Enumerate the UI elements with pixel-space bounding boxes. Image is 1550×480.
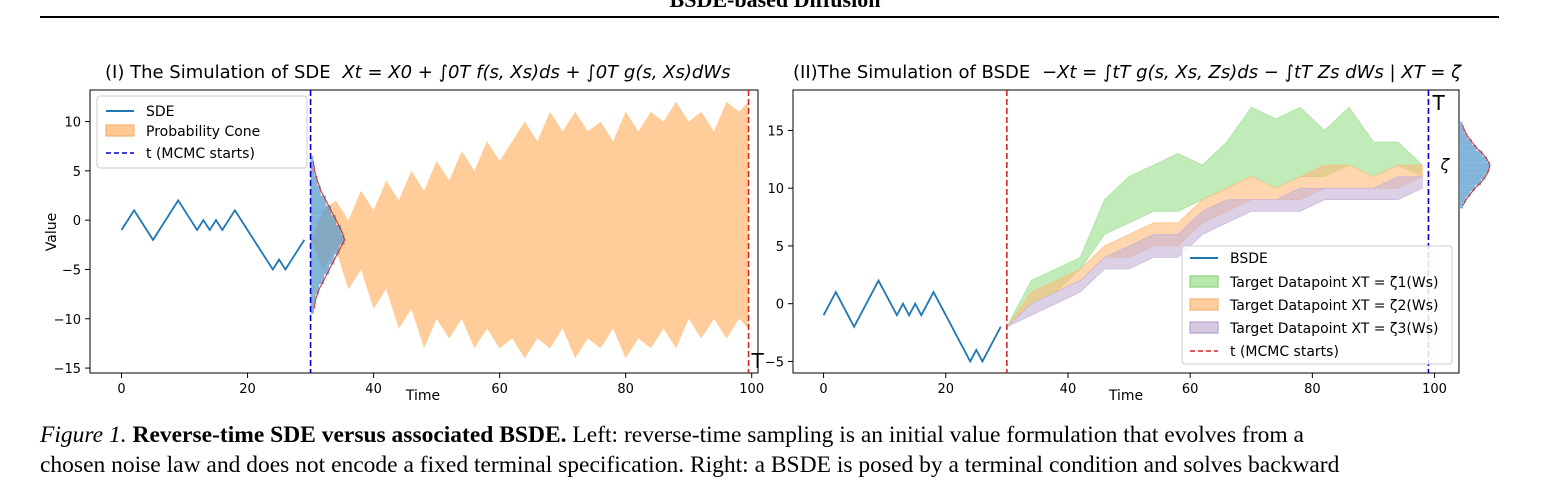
density-curve bbox=[312, 160, 346, 309]
histogram-bar bbox=[1460, 156, 1487, 163]
y-tick-label: 0 bbox=[73, 214, 81, 229]
histogram-bar bbox=[1460, 162, 1490, 168]
legend-label-zeta3: Target Datapoint XT = ζ3(Ws) bbox=[1229, 321, 1438, 337]
x-tick-label: 80 bbox=[1304, 382, 1321, 397]
histogram-bar bbox=[310, 234, 345, 245]
panel2-title: (II)The Simulation of BSDE −Xt = ∫tT g(s… bbox=[793, 62, 1462, 83]
x-tick-label: 20 bbox=[239, 382, 256, 397]
y-tick-label: 10 bbox=[64, 116, 81, 131]
caption-heading: Reverse-time SDE versus associated BSDE. bbox=[132, 422, 567, 448]
panel1-frame bbox=[89, 89, 759, 374]
histogram-bar bbox=[310, 156, 314, 166]
x-tick-label: 100 bbox=[1422, 382, 1447, 397]
legend-box bbox=[96, 95, 308, 169]
legend-swatch-zeta3 bbox=[1189, 321, 1219, 334]
histogram-bar bbox=[310, 284, 320, 295]
histogram-bar bbox=[1460, 127, 1465, 134]
histogram-bar bbox=[310, 294, 316, 304]
caption-label: Figure 1. bbox=[40, 422, 127, 448]
histogram-bar bbox=[310, 175, 318, 186]
y-tick-label: 0 bbox=[776, 298, 784, 313]
panel-sde: (I) The Simulation of SDE Xt = X0 + ∫0T … bbox=[44, 62, 765, 404]
legend-box bbox=[1181, 245, 1453, 365]
histogram-bar bbox=[1460, 173, 1486, 180]
histogram-bar bbox=[1460, 185, 1475, 192]
histogram-bar bbox=[1460, 196, 1466, 203]
panel1-xlabel: Time bbox=[405, 388, 440, 404]
histogram-bar bbox=[1460, 121, 1463, 128]
y-tick-label: 5 bbox=[776, 240, 784, 255]
bsde-line bbox=[822, 278, 1002, 364]
panel2-plot-area: Tζ 0 20 40 60 80 100 −5 0 5 10 15 bbox=[765, 90, 1491, 397]
histogram-bar bbox=[1460, 150, 1483, 157]
panel2-xlabel: Time bbox=[1108, 388, 1143, 404]
x-tick-label: 0 bbox=[819, 382, 827, 397]
histogram-bar bbox=[310, 205, 331, 216]
x-tick-label: 80 bbox=[617, 382, 634, 397]
panel1-title: (I) The Simulation of SDE Xt = X0 + ∫0T … bbox=[105, 62, 731, 83]
legend-swatch-cone bbox=[105, 124, 135, 137]
y-tick-label: −10 bbox=[54, 313, 81, 328]
y-tick-label: −5 bbox=[62, 263, 81, 278]
legend-label-mcmc: t (MCMC starts) bbox=[146, 146, 255, 162]
histogram-bar bbox=[310, 225, 342, 235]
legend-swatch-zeta1 bbox=[1189, 275, 1219, 288]
histogram-bar bbox=[310, 195, 326, 206]
histogram-bar bbox=[310, 274, 325, 285]
page-title: BSDE-based Diffusion bbox=[0, 0, 1550, 13]
y-tick-label: 5 bbox=[73, 165, 81, 180]
x-tick-label: 60 bbox=[491, 382, 508, 397]
density-curve bbox=[1461, 124, 1491, 206]
terminal-label: T bbox=[751, 349, 765, 373]
histogram-bar bbox=[1460, 133, 1468, 140]
legend-label-cone: Probability Cone bbox=[146, 124, 260, 140]
caption-text-line1: Left: reverse-time sampling is an initia… bbox=[572, 422, 1304, 448]
y-tick-label: 10 bbox=[767, 182, 784, 197]
x-tick-label: 100 bbox=[739, 382, 764, 397]
title-rule bbox=[40, 16, 1499, 18]
histogram-bar bbox=[1460, 179, 1481, 186]
histogram-bar bbox=[310, 215, 337, 226]
y-tick-label: −5 bbox=[765, 355, 784, 370]
legend-label-bsde: BSDE bbox=[1230, 251, 1268, 267]
legend-label-mcmc: t (MCMC starts) bbox=[1230, 344, 1339, 360]
histogram-bar bbox=[310, 264, 330, 275]
x-tick-label: 40 bbox=[365, 382, 382, 397]
panel2-legend: BSDE Target Datapoint XT = ζ1(Ws) Target… bbox=[1181, 245, 1453, 365]
panel-bsde: (II)The Simulation of BSDE −Xt = ∫tT g(s… bbox=[765, 62, 1491, 404]
band-zeta3 bbox=[1006, 176, 1423, 328]
histogram-bar bbox=[1460, 144, 1477, 151]
histogram-bar bbox=[1460, 139, 1472, 145]
histogram-bar bbox=[1460, 202, 1463, 209]
panel2-frame bbox=[792, 89, 1460, 374]
y-tick-label: −15 bbox=[54, 362, 81, 377]
histogram-bar bbox=[310, 185, 321, 196]
zeta-label: ζ bbox=[1439, 155, 1450, 174]
histogram-bar bbox=[1460, 191, 1471, 197]
sde-line bbox=[120, 198, 306, 272]
legend-label-zeta1: Target Datapoint XT = ζ1(Ws) bbox=[1229, 275, 1438, 291]
x-tick-label: 40 bbox=[1060, 382, 1077, 397]
x-tick-label: 0 bbox=[117, 382, 125, 397]
figure: (I) The Simulation of SDE Xt = X0 + ∫0T … bbox=[44, 62, 1491, 404]
caption-text-line2: chosen noise law and does not encode a f… bbox=[40, 452, 1340, 478]
legend-label-zeta2: Target Datapoint XT = ζ2(Ws) bbox=[1229, 298, 1438, 314]
histogram-bar bbox=[1460, 167, 1489, 174]
legend-label-sde: SDE bbox=[146, 104, 175, 120]
histogram-bar bbox=[310, 254, 335, 265]
figure-caption: Figure 1. Reverse-time SDE versus associ… bbox=[40, 420, 1510, 480]
x-tick-label: 60 bbox=[1182, 382, 1199, 397]
histogram-bar bbox=[310, 165, 315, 176]
probability-cone bbox=[310, 101, 749, 359]
panel1-plot-area: T 0 20 40 60 80 100 −15 −10 −5 0 5 10 bbox=[54, 90, 765, 397]
terminal-label: T bbox=[1431, 91, 1445, 115]
y-tick-label: 15 bbox=[767, 124, 784, 139]
panel1-legend: SDE Probability Cone t (MCMC starts) bbox=[96, 95, 308, 169]
histogram-bar bbox=[310, 244, 340, 255]
x-tick-label: 20 bbox=[937, 382, 954, 397]
histogram-bar bbox=[310, 303, 314, 314]
legend-swatch-zeta2 bbox=[1189, 298, 1219, 311]
panel1-ylabel: Value bbox=[44, 213, 60, 251]
